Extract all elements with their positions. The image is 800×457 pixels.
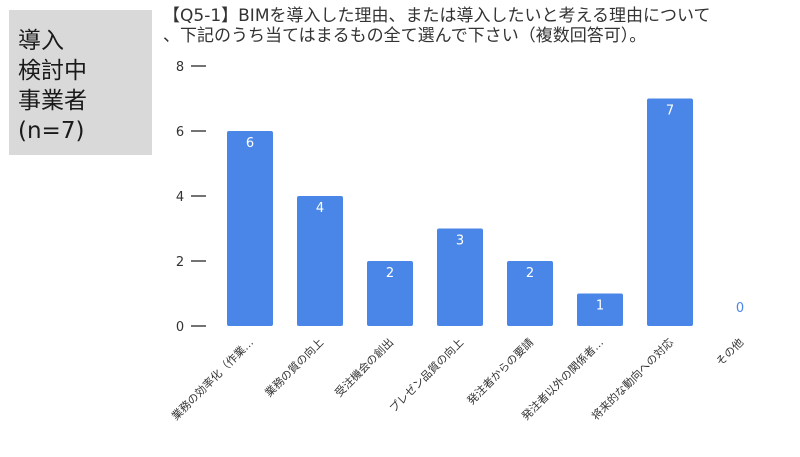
bar-data-label: 4 [316,201,324,216]
x-category-label: その他 [714,336,747,369]
bar-data-label: 3 [456,234,464,249]
bar [367,261,413,326]
bar [437,228,483,326]
x-category-label: 受注機会の創出 [332,335,396,399]
chart-title-line-1: 【Q5-1】BIMを導入した理由、または導入したいと考える理由について [163,6,711,26]
bar [507,261,553,326]
y-tick-label: 2 [176,255,184,270]
y-tick-label: 0 [176,320,184,335]
bar [297,196,343,326]
side-label-line-1: 導入 [18,28,64,54]
bar-data-label: 7 [666,104,674,119]
x-category-label: プレゼン品質の向上 [386,335,466,415]
bar-data-label: 0 [736,301,744,316]
side-label-line-2: 検討中 [18,58,87,84]
y-tick-label: 4 [176,190,184,205]
bar-data-label: 1 [596,299,604,314]
side-label-box [9,10,152,155]
bar [647,98,693,326]
bar-data-label: 2 [386,266,394,281]
chart-title-line-2: 、下記のうち当てはまるもの全て選んで下さい（複数回答可）。 [163,26,647,46]
bar [577,293,623,326]
y-tick-label: 8 [176,60,184,75]
x-category-label: 業務の効率化（作業… [168,335,256,423]
x-category-label: 業務の質の向上 [262,335,326,399]
y-tick-label: 6 [176,125,184,140]
bar [227,131,273,326]
side-label-line-4: (n=7) [18,118,85,144]
bar-data-label: 6 [246,136,254,151]
bar-data-label: 2 [526,266,534,281]
x-category-label: 発注者からの要請 [464,335,536,407]
side-label-line-3: 事業者 [18,88,87,114]
